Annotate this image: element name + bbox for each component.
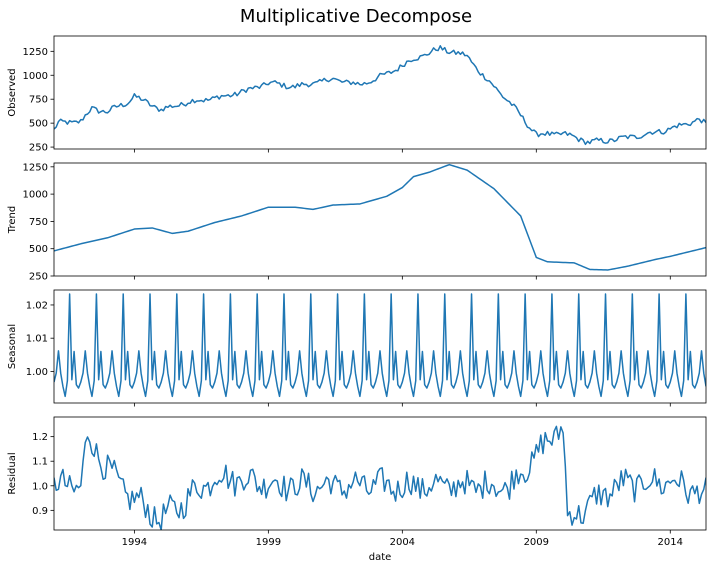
subplot-observed: 250 500 750 1000 1250 Observed — [7, 35, 707, 154]
y-axis-label: Seasonal — [7, 324, 18, 369]
y-tick-label: 0.9 — [32, 506, 48, 517]
subplot-seasonal: 1.00 1.01 1.02 Seasonal — [7, 289, 707, 407]
y-tick-label: 1.00 — [26, 367, 48, 378]
subplot-residual: 0.9 1.0 1.1 1.2 1994 1999 2004 2009 2014 Residual — [7, 416, 707, 548]
y-tick-label: 1.02 — [26, 300, 48, 311]
subplot-trend: 250 500 750 1000 1250 Trend — [7, 162, 707, 283]
chart-title: Multiplicative Decompose — [240, 6, 472, 27]
y-axis-label: Observed — [7, 68, 18, 116]
x-tick-label: 2009 — [524, 537, 549, 548]
y-tick-label: 1.01 — [26, 334, 48, 345]
series-line-residual — [54, 425, 706, 530]
axes-frame — [53, 162, 707, 277]
series-line-observed — [54, 45, 706, 146]
y-tick-label: 500 — [29, 119, 48, 130]
x-tick-label: 2004 — [390, 537, 415, 548]
y-tick-label: 250 — [29, 143, 48, 154]
y-tick-label: 750 — [29, 95, 48, 106]
x-tick-label: 1999 — [256, 537, 281, 548]
y-tick-label: 1.0 — [32, 481, 48, 492]
series-line-seasonal — [54, 293, 706, 398]
x-tick-label: 2014 — [658, 537, 683, 548]
y-tick-label: 1250 — [23, 47, 48, 58]
x-tick-label: 1994 — [122, 537, 147, 548]
axes-frame — [53, 35, 707, 150]
y-tick-label: 1.2 — [32, 432, 48, 443]
y-tick-label: 1000 — [23, 71, 48, 82]
subplots: 250 500 750 1000 1250 Observed 250 500 750 1000 12… — [7, 35, 707, 548]
series-line-trend — [54, 163, 706, 271]
x-axis-label: date — [369, 552, 392, 563]
y-tick-label: 250 — [29, 272, 48, 283]
y-tick-label: 1000 — [23, 190, 48, 201]
axes-frame — [53, 416, 707, 531]
y-tick-label: 1250 — [23, 162, 48, 173]
y-tick-label: 500 — [29, 244, 48, 255]
y-axis-label: Trend — [7, 206, 18, 234]
axes-frame — [53, 289, 707, 404]
y-tick-label: 750 — [29, 217, 48, 228]
y-tick-label: 1.1 — [32, 457, 48, 468]
y-axis-label: Residual — [7, 452, 18, 494]
